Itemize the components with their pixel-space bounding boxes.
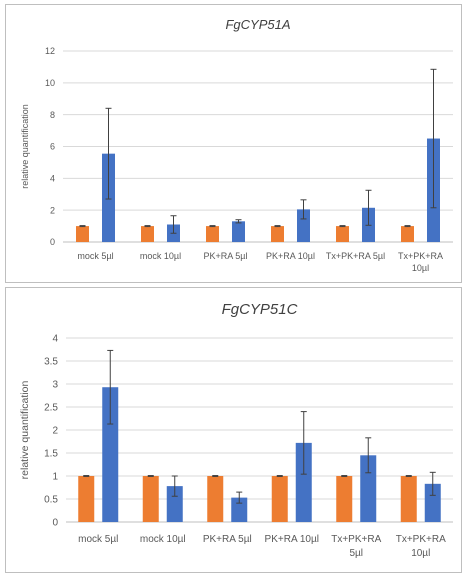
y-tick-label: 8	[50, 110, 55, 120]
bar-orange	[207, 476, 224, 522]
chart-fgcyp51c: FgCYP51C relative quantification 0 0.5 1 1.5 2…	[19, 301, 453, 559]
y-tick-label: 1.5	[44, 449, 58, 460]
x-tick-label: mock 10µl	[140, 534, 186, 545]
y-tick-label: 3.5	[44, 357, 58, 368]
bar-orange	[76, 226, 89, 242]
bar-orange	[271, 476, 288, 522]
chart-title: FgCYP51C	[222, 301, 298, 318]
bar-orange	[400, 476, 417, 522]
y-axis-label: relative quantification	[20, 104, 30, 189]
bar-orange	[142, 476, 159, 522]
bar-orange	[336, 476, 353, 522]
bar-orange	[401, 226, 414, 242]
x-tick-label: PK+RA 5µl	[204, 251, 248, 261]
x-tick-label: Tx+PK+RA	[398, 251, 443, 261]
x-tick-label: mock 10µl	[140, 251, 181, 261]
x-tick-label: 5µl	[349, 548, 363, 559]
x-tick-label: PK+RA 10µl	[266, 251, 315, 261]
y-tick-label: 3	[52, 380, 58, 391]
y-tick-label: 0.5	[44, 495, 58, 506]
bar-blue	[232, 221, 245, 242]
y-tick-label: 2	[50, 205, 55, 215]
bar-blue	[231, 497, 248, 522]
y-tick-label: 10	[45, 78, 55, 88]
y-tick-label: 12	[45, 46, 55, 56]
y-tick-label: 4	[52, 334, 58, 345]
chart-panel-fgcyp51a: FgCYP51A relative quantification 0 2 4 6 8 10 12…	[5, 4, 462, 283]
bar-orange	[141, 226, 154, 242]
x-tick-label: mock 5µl	[78, 534, 118, 545]
bar-blue	[297, 209, 310, 242]
y-axis-label: relative quantification	[19, 381, 31, 480]
x-tick-label: 10µl	[412, 263, 429, 273]
x-tick-label: PK+RA 10µl	[265, 534, 319, 545]
chart-title: FgCYP51A	[225, 17, 290, 32]
y-tick-label: 4	[50, 173, 55, 183]
y-tick-label: 0	[50, 237, 55, 247]
x-tick-label: mock 5µl	[77, 251, 113, 261]
x-tick-label: Tx+PK+RA	[396, 534, 446, 545]
x-tick-label: 10µl	[411, 548, 430, 559]
bar-orange	[206, 226, 219, 242]
x-tick-label: PK+RA 5µl	[203, 534, 252, 545]
bar-blue	[102, 387, 119, 522]
chart-fgcyp51a: FgCYP51A relative quantification 0 2 4 6 8 10 12…	[20, 17, 453, 273]
chart-panel-fgcyp51c: FgCYP51C relative quantification 0 0.5 1 1.5 2…	[5, 287, 462, 573]
y-tick-label: 0	[52, 518, 58, 529]
bar-blue	[424, 483, 441, 522]
bar-orange	[271, 226, 284, 242]
bar-blue	[295, 442, 312, 522]
bar-orange	[336, 226, 349, 242]
bar-orange	[78, 476, 95, 522]
y-tick-label: 1	[52, 472, 58, 483]
bar-blue	[360, 455, 377, 522]
y-tick-label: 6	[50, 142, 55, 152]
x-tick-label: Tx+PK+RA 5µl	[326, 251, 385, 261]
y-tick-label: 2.5	[44, 403, 58, 414]
x-tick-label: Tx+PK+RA	[331, 534, 381, 545]
y-tick-label: 2	[52, 426, 58, 437]
bar-blue	[166, 486, 183, 522]
